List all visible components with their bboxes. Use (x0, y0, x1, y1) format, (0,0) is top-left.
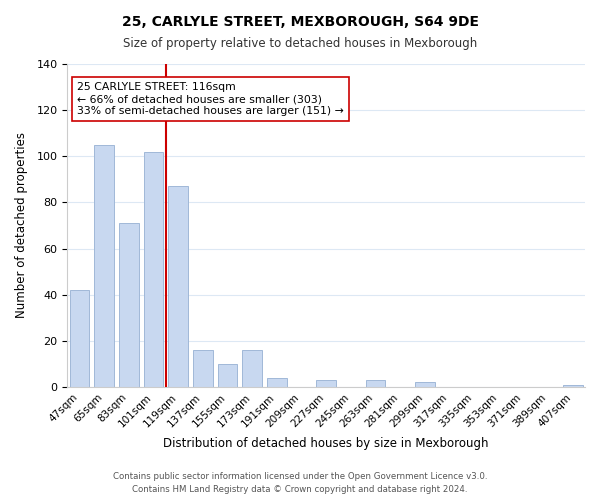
Y-axis label: Number of detached properties: Number of detached properties (15, 132, 28, 318)
Bar (94, 144, 114, 387)
Bar (563, 384, 583, 387)
Bar (218, 364, 238, 387)
Bar (267, 378, 287, 387)
Bar (316, 380, 336, 387)
Text: Size of property relative to detached houses in Mexborough: Size of property relative to detached ho… (123, 38, 477, 51)
Bar (415, 382, 434, 387)
Bar (365, 380, 385, 387)
Text: Contains HM Land Registry data © Crown copyright and database right 2024.: Contains HM Land Registry data © Crown c… (132, 485, 468, 494)
X-axis label: Distribution of detached houses by size in Mexborough: Distribution of detached houses by size … (163, 437, 489, 450)
Bar (119, 223, 139, 387)
Text: Contains public sector information licensed under the Open Government Licence v3: Contains public sector information licen… (113, 472, 487, 481)
Text: 25 CARLYLE STREET: 116sqm
← 66% of detached houses are smaller (303)
33% of semi: 25 CARLYLE STREET: 116sqm ← 66% of detac… (77, 82, 344, 116)
Bar (143, 152, 163, 387)
Bar (242, 350, 262, 387)
Bar (168, 186, 188, 387)
Bar (70, 290, 89, 387)
Text: 25, CARLYLE STREET, MEXBOROUGH, S64 9DE: 25, CARLYLE STREET, MEXBOROUGH, S64 9DE (121, 15, 479, 29)
Bar (193, 350, 212, 387)
